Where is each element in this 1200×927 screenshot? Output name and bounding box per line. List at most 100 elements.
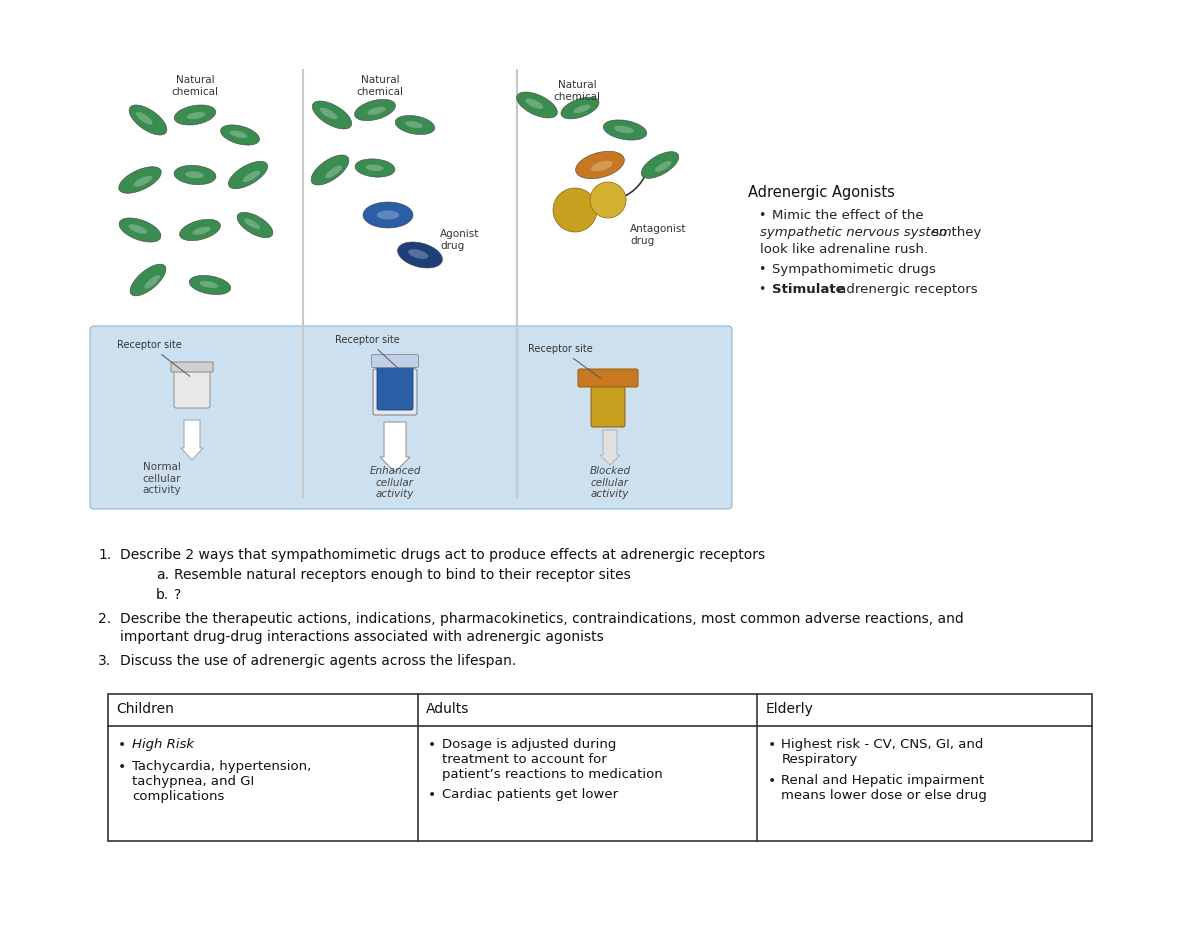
- Text: so they: so they: [928, 226, 982, 239]
- Ellipse shape: [526, 98, 544, 109]
- Ellipse shape: [242, 171, 260, 182]
- Ellipse shape: [180, 220, 221, 241]
- Ellipse shape: [408, 249, 428, 259]
- Ellipse shape: [238, 212, 272, 237]
- Ellipse shape: [354, 99, 396, 121]
- Text: a.: a.: [156, 568, 169, 582]
- Ellipse shape: [119, 218, 161, 242]
- FancyBboxPatch shape: [373, 369, 418, 415]
- Ellipse shape: [395, 116, 434, 134]
- Text: Enhanced
cellular
activity: Enhanced cellular activity: [370, 466, 421, 500]
- Ellipse shape: [325, 165, 342, 178]
- Text: Discuss the use of adrenergic agents across the lifespan.: Discuss the use of adrenergic agents acr…: [120, 654, 516, 668]
- FancyArrow shape: [181, 420, 203, 460]
- Ellipse shape: [355, 159, 395, 177]
- Ellipse shape: [366, 164, 384, 171]
- FancyBboxPatch shape: [174, 369, 210, 408]
- Bar: [92, 60, 730, 505]
- Ellipse shape: [229, 131, 247, 138]
- Text: High Risk: High Risk: [132, 738, 194, 751]
- Ellipse shape: [320, 108, 337, 120]
- Ellipse shape: [128, 224, 148, 234]
- Ellipse shape: [192, 227, 211, 235]
- Text: Normal
cellular
activity: Normal cellular activity: [143, 462, 181, 495]
- Ellipse shape: [199, 281, 218, 288]
- Ellipse shape: [174, 105, 216, 125]
- Text: Natural
chemical: Natural chemical: [553, 80, 600, 102]
- Circle shape: [590, 182, 626, 218]
- Ellipse shape: [187, 112, 205, 120]
- Text: Adults: Adults: [426, 702, 469, 716]
- Ellipse shape: [592, 161, 613, 171]
- FancyBboxPatch shape: [578, 369, 638, 387]
- Text: •: •: [758, 209, 766, 222]
- Ellipse shape: [574, 105, 590, 113]
- Text: Renal and Hepatic impairment
means lower dose or else drug: Renal and Hepatic impairment means lower…: [781, 774, 988, 802]
- Ellipse shape: [655, 161, 672, 171]
- Ellipse shape: [406, 121, 422, 128]
- Text: adrenergic receptors: adrenergic receptors: [834, 283, 978, 296]
- Text: Receptor site: Receptor site: [335, 335, 400, 368]
- Ellipse shape: [174, 165, 216, 184]
- FancyArrow shape: [600, 430, 620, 465]
- Circle shape: [553, 188, 598, 232]
- Text: •: •: [768, 738, 775, 752]
- Text: Adrenergic Agonists: Adrenergic Agonists: [748, 185, 895, 200]
- Ellipse shape: [312, 101, 352, 129]
- Ellipse shape: [136, 112, 152, 124]
- Text: Describe the therapeutic actions, indications, pharmacokinetics, contraindicatio: Describe the therapeutic actions, indica…: [120, 612, 964, 626]
- Text: Natural
chemical: Natural chemical: [172, 75, 218, 96]
- Ellipse shape: [576, 151, 624, 179]
- FancyBboxPatch shape: [592, 381, 625, 427]
- Text: Tachycardia, hypertension,
tachypnea, and GI
complications: Tachycardia, hypertension, tachypnea, an…: [132, 760, 311, 803]
- Text: Receptor site: Receptor site: [118, 340, 190, 376]
- Text: Sympathomimetic drugs: Sympathomimetic drugs: [772, 263, 936, 276]
- Text: 2.: 2.: [98, 612, 112, 626]
- Text: •: •: [758, 283, 766, 296]
- Ellipse shape: [144, 275, 160, 288]
- Ellipse shape: [190, 275, 230, 295]
- FancyBboxPatch shape: [372, 354, 419, 367]
- Text: 3.: 3.: [98, 654, 112, 668]
- Ellipse shape: [364, 202, 413, 228]
- Ellipse shape: [614, 126, 634, 133]
- Text: Dosage is adjusted during
treatment to account for
patient’s reactions to medica: Dosage is adjusted during treatment to a…: [442, 738, 662, 781]
- Text: Mimic the effect of the: Mimic the effect of the: [772, 209, 928, 222]
- Text: Antagonist
drug: Antagonist drug: [630, 224, 686, 246]
- FancyBboxPatch shape: [90, 326, 732, 509]
- Ellipse shape: [119, 167, 161, 194]
- Text: •: •: [428, 788, 437, 802]
- Ellipse shape: [130, 105, 167, 135]
- Text: look like adrenaline rush.: look like adrenaline rush.: [760, 243, 928, 256]
- Text: sympathetic nervous system: sympathetic nervous system: [760, 226, 952, 239]
- FancyBboxPatch shape: [172, 362, 214, 372]
- Ellipse shape: [130, 264, 166, 296]
- Text: Highest risk - CV, CNS, GI, and
Respiratory: Highest risk - CV, CNS, GI, and Respirat…: [781, 738, 984, 766]
- Text: important drug-drug interactions associated with adrenergic agonists: important drug-drug interactions associa…: [120, 630, 604, 644]
- Text: Stimulate: Stimulate: [772, 283, 845, 296]
- Text: Children: Children: [116, 702, 174, 716]
- Ellipse shape: [311, 155, 349, 185]
- Ellipse shape: [641, 152, 679, 178]
- Ellipse shape: [133, 176, 152, 186]
- Ellipse shape: [517, 92, 557, 118]
- Text: Cardiac patients get lower: Cardiac patients get lower: [442, 788, 618, 801]
- Ellipse shape: [228, 161, 268, 189]
- Ellipse shape: [221, 125, 259, 146]
- Text: •: •: [768, 774, 775, 788]
- Text: Resemble natural receptors enough to bind to their receptor sites: Resemble natural receptors enough to bin…: [174, 568, 631, 582]
- Text: 1.: 1.: [98, 548, 112, 562]
- Ellipse shape: [560, 97, 599, 119]
- FancyArrow shape: [380, 422, 410, 472]
- Bar: [108, 694, 1092, 841]
- Text: Describe 2 ways that sympathomimetic drugs act to produce effects at adrenergic : Describe 2 ways that sympathomimetic dru…: [120, 548, 766, 562]
- Ellipse shape: [377, 210, 400, 220]
- Text: •: •: [758, 263, 766, 276]
- Text: ?: ?: [174, 588, 181, 602]
- Text: Receptor site: Receptor site: [528, 344, 601, 378]
- Text: Blocked
cellular
activity: Blocked cellular activity: [589, 466, 630, 500]
- Text: •: •: [118, 760, 126, 774]
- Ellipse shape: [604, 120, 647, 140]
- Text: Elderly: Elderly: [766, 702, 814, 716]
- Text: Agonist
drug: Agonist drug: [440, 229, 479, 251]
